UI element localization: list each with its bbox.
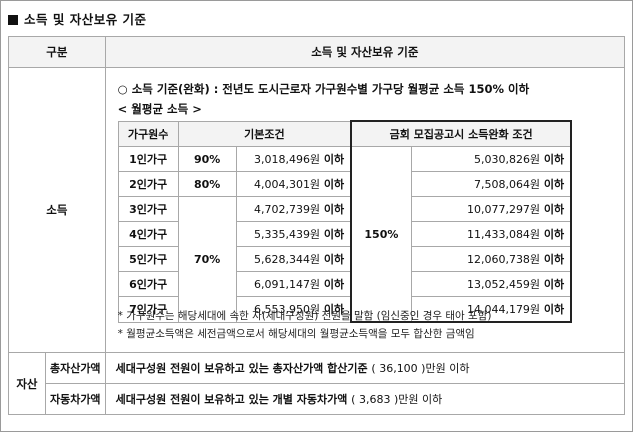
col-relaxed-header: 금회 모집공고시 소득완화 조건: [350, 120, 573, 147]
assets-label: 자산: [8, 352, 46, 415]
section-heading: 소득 및 자산보유 기준: [8, 9, 147, 28]
basic-amount: 4,702,739원 이하: [235, 196, 352, 222]
income-label: 소득: [8, 67, 106, 353]
household-size: 6인가구: [117, 271, 179, 297]
total-assets-label: 총자산가액: [44, 352, 106, 384]
table-row: 1인가구 90% 3,018,496원 이하 150% 5,030,826원 이…: [117, 146, 573, 323]
table-row: 3인가구 70% 4,702,739원 이하 10,077,297원 이하: [117, 196, 573, 323]
basic-amount: 6,091,147원 이하: [235, 271, 352, 297]
relaxed-percent: 150%: [350, 146, 412, 323]
car-value-criteria: 세대구성원 전원이 보유하고 있는 개별 자동차가액 ( 3,683 )만원 이…: [104, 383, 626, 415]
table-row: 2인가구 80% 4,004,301원 이하 7,508,064원 이하: [117, 171, 573, 197]
relaxed-amount: 11,433,084원 이하: [410, 221, 573, 247]
relaxed-amount: 12,060,738원 이하: [410, 246, 573, 272]
relaxed-amount: 14,044,179원 이하: [410, 296, 573, 323]
col-basic-header: 기본조건: [177, 120, 352, 147]
relaxed-amount: 5,030,826원 이하: [410, 146, 573, 172]
basic-amount: 5,628,344원 이하: [235, 246, 352, 272]
header-category: 구분: [8, 36, 106, 68]
basic-percent: 80%: [177, 171, 237, 197]
household-note: * 가구원수는 해당세대에 속한 자(세대구성원) 전원을 말함 (임신중인 경…: [117, 310, 492, 322]
total-assets-criteria: 세대구성원 전원이 보유하고 있는 총자산가액 합산기준 ( 36,100 )만…: [104, 352, 626, 384]
basic-amount: 3,018,496원 이하: [235, 146, 352, 172]
col-household-header: 가구원수: [117, 120, 179, 147]
basic-amount: 4,004,301원 이하: [235, 171, 352, 197]
table-row: 5인가구 5,628,344원 이하 12,060,738원 이하: [117, 246, 573, 272]
basic-percent: 70%: [177, 196, 237, 323]
car-value-label: 자동차가액: [44, 383, 106, 415]
table-row: 7인가구 6,553,950원 이하 14,044,179원 이하: [117, 296, 573, 323]
income-standard-text: 소득 기준(완화) : 전년도 도시근로자 가구원수별 가구당 월평균 소득 1…: [131, 82, 530, 96]
income-standard-line: ○ 소득 기준(완화) : 전년도 도시근로자 가구원수별 가구당 월평균 소득 …: [118, 81, 530, 97]
circle-bullet-icon: ○: [117, 82, 128, 96]
household-size: 3인가구: [117, 196, 179, 222]
section-heading-text: 소득 및 자산보유 기준: [24, 12, 147, 27]
table-row: 6인가구 6,091,147원 이하 13,052,459원 이하: [117, 271, 573, 297]
household-size: 4인가구: [117, 221, 179, 247]
income-criteria-cell: ○ 소득 기준(완화) : 전년도 도시근로자 가구원수별 가구당 월평균 소득 …: [104, 67, 626, 353]
household-size: 2인가구: [117, 171, 179, 197]
basic-amount: 5,335,439원 이하: [235, 221, 352, 247]
household-size: 1인가구: [117, 146, 179, 172]
household-size: 5인가구: [117, 246, 179, 272]
income-note: * 월평균소득액은 세전금액으로서 해당세대의 월평균소득액을 모두 합산한 금…: [117, 328, 475, 340]
relaxed-amount: 10,077,297원 이하: [410, 196, 573, 222]
income-table: 가구원수 기본조건 금회 모집공고시 소득완화 조건 1인가구 90% 3,01…: [117, 120, 573, 323]
basic-amount: 6,553,950원 이하: [235, 296, 352, 323]
household-size: 7인가구: [117, 296, 179, 323]
header-criteria: 소득 및 자산보유 기준: [104, 36, 626, 68]
relaxed-amount: 13,052,459원 이하: [410, 271, 573, 297]
square-bullet-icon: [8, 15, 18, 25]
table-row: 4인가구 5,335,439원 이하 11,433,084원 이하: [117, 221, 573, 247]
basic-percent: 90%: [177, 146, 237, 172]
criteria-table: 구분 소득 및 자산보유 기준 소득 ○ 소득 기준(완화) : 전년도 도시근로…: [8, 36, 626, 415]
monthly-income-subheading: < 월평균 소득 >: [117, 102, 202, 116]
relaxed-amount: 7,508,064원 이하: [410, 171, 573, 197]
